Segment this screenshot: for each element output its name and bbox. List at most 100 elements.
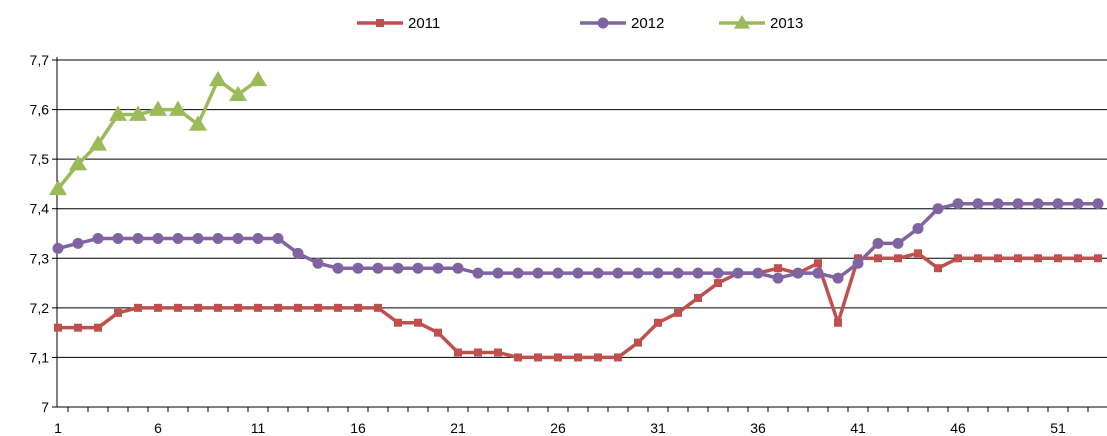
data-point: [132, 232, 144, 244]
data-point: [574, 353, 582, 362]
data-point: [612, 267, 624, 279]
data-point: [174, 303, 182, 312]
data-point: [1072, 198, 1084, 210]
data-point: [872, 237, 884, 249]
x-tick-label: 6: [154, 420, 162, 436]
data-point: [614, 353, 622, 362]
data-point: [194, 303, 202, 312]
y-tick-label: 7,7: [30, 52, 50, 68]
data-point: [1014, 254, 1022, 263]
legend-label: 2013: [770, 15, 803, 32]
x-tick-label: 36: [750, 420, 766, 436]
data-point: [592, 267, 604, 279]
data-point: [254, 303, 262, 312]
data-point: [414, 318, 422, 327]
y-tick-label: 7: [41, 399, 49, 415]
data-point: [814, 259, 822, 268]
data-point: [752, 267, 764, 279]
data-point: [474, 348, 482, 357]
data-point: [974, 254, 982, 263]
data-point: [992, 198, 1004, 210]
data-point: [472, 267, 484, 279]
data-point: [374, 303, 382, 312]
data-point: [792, 267, 804, 279]
data-point: [129, 105, 147, 121]
data-point: [514, 353, 522, 362]
data-point: [634, 338, 642, 347]
data-point: [892, 237, 904, 249]
data-point: [1052, 198, 1064, 210]
data-point: [834, 318, 842, 327]
data-point: [552, 267, 564, 279]
data-point: [376, 19, 384, 27]
data-point: [114, 308, 122, 317]
legend-entry-2011: 2011: [357, 15, 440, 32]
data-point: [412, 262, 424, 274]
y-tick-label: 7,3: [30, 250, 50, 266]
legend-label: 2011: [408, 15, 440, 32]
x-tick-label: 41: [850, 420, 866, 436]
data-point: [394, 318, 402, 327]
data-point: [712, 267, 724, 279]
data-point: [334, 303, 342, 312]
data-point: [192, 232, 204, 244]
data-point: [452, 262, 464, 274]
data-point: [692, 267, 704, 279]
data-point: [109, 105, 127, 121]
data-point: [232, 232, 244, 244]
x-tick-label: 51: [1050, 420, 1066, 436]
data-point: [772, 272, 784, 284]
data-point: [494, 348, 502, 357]
y-tick-label: 7,1: [30, 349, 50, 365]
data-point: [54, 323, 62, 332]
data-point: [852, 257, 864, 269]
x-tick-label: 11: [251, 420, 266, 436]
data-point: [229, 85, 247, 101]
y-tick-label: 7,5: [30, 151, 50, 167]
data-point: [492, 267, 504, 279]
data-point: [554, 353, 562, 362]
data-point: [292, 247, 304, 259]
data-point: [734, 15, 750, 29]
data-point: [534, 353, 542, 362]
data-point: [214, 303, 222, 312]
data-point: [912, 223, 924, 235]
data-point: [169, 100, 187, 116]
legend: 2011 2012 2013: [357, 15, 803, 32]
data-point: [914, 249, 922, 258]
data-point: [932, 203, 944, 215]
x-tick-label: 21: [450, 420, 466, 436]
data-point: [874, 254, 882, 263]
x-tick-label: 31: [650, 420, 666, 436]
data-point: [212, 232, 224, 244]
data-point: [1032, 198, 1044, 210]
data-point: [972, 198, 984, 210]
series-2013: [49, 70, 267, 196]
data-point: [352, 262, 364, 274]
data-point: [112, 232, 124, 244]
series-line: [56, 78, 260, 190]
data-point: [272, 232, 284, 244]
data-point: [209, 70, 227, 87]
data-point: [274, 303, 282, 312]
data-point: [1092, 198, 1104, 210]
data-point: [572, 267, 584, 279]
data-point: [952, 198, 964, 210]
legend-entry-2013: 2013: [719, 15, 803, 32]
data-point: [314, 303, 322, 312]
legend-label: 2012: [631, 15, 664, 32]
data-point: [154, 303, 162, 312]
data-point: [49, 179, 67, 196]
series-group: [49, 70, 1104, 362]
data-point: [654, 318, 662, 327]
data-point: [234, 303, 242, 312]
data-point: [774, 264, 782, 273]
x-tick-label: 1: [54, 420, 62, 436]
data-point: [172, 232, 184, 244]
data-point: [152, 232, 164, 244]
data-point: [312, 257, 324, 269]
y-tick-label: 7,4: [30, 201, 50, 217]
data-point: [812, 267, 824, 279]
data-point: [134, 303, 142, 312]
